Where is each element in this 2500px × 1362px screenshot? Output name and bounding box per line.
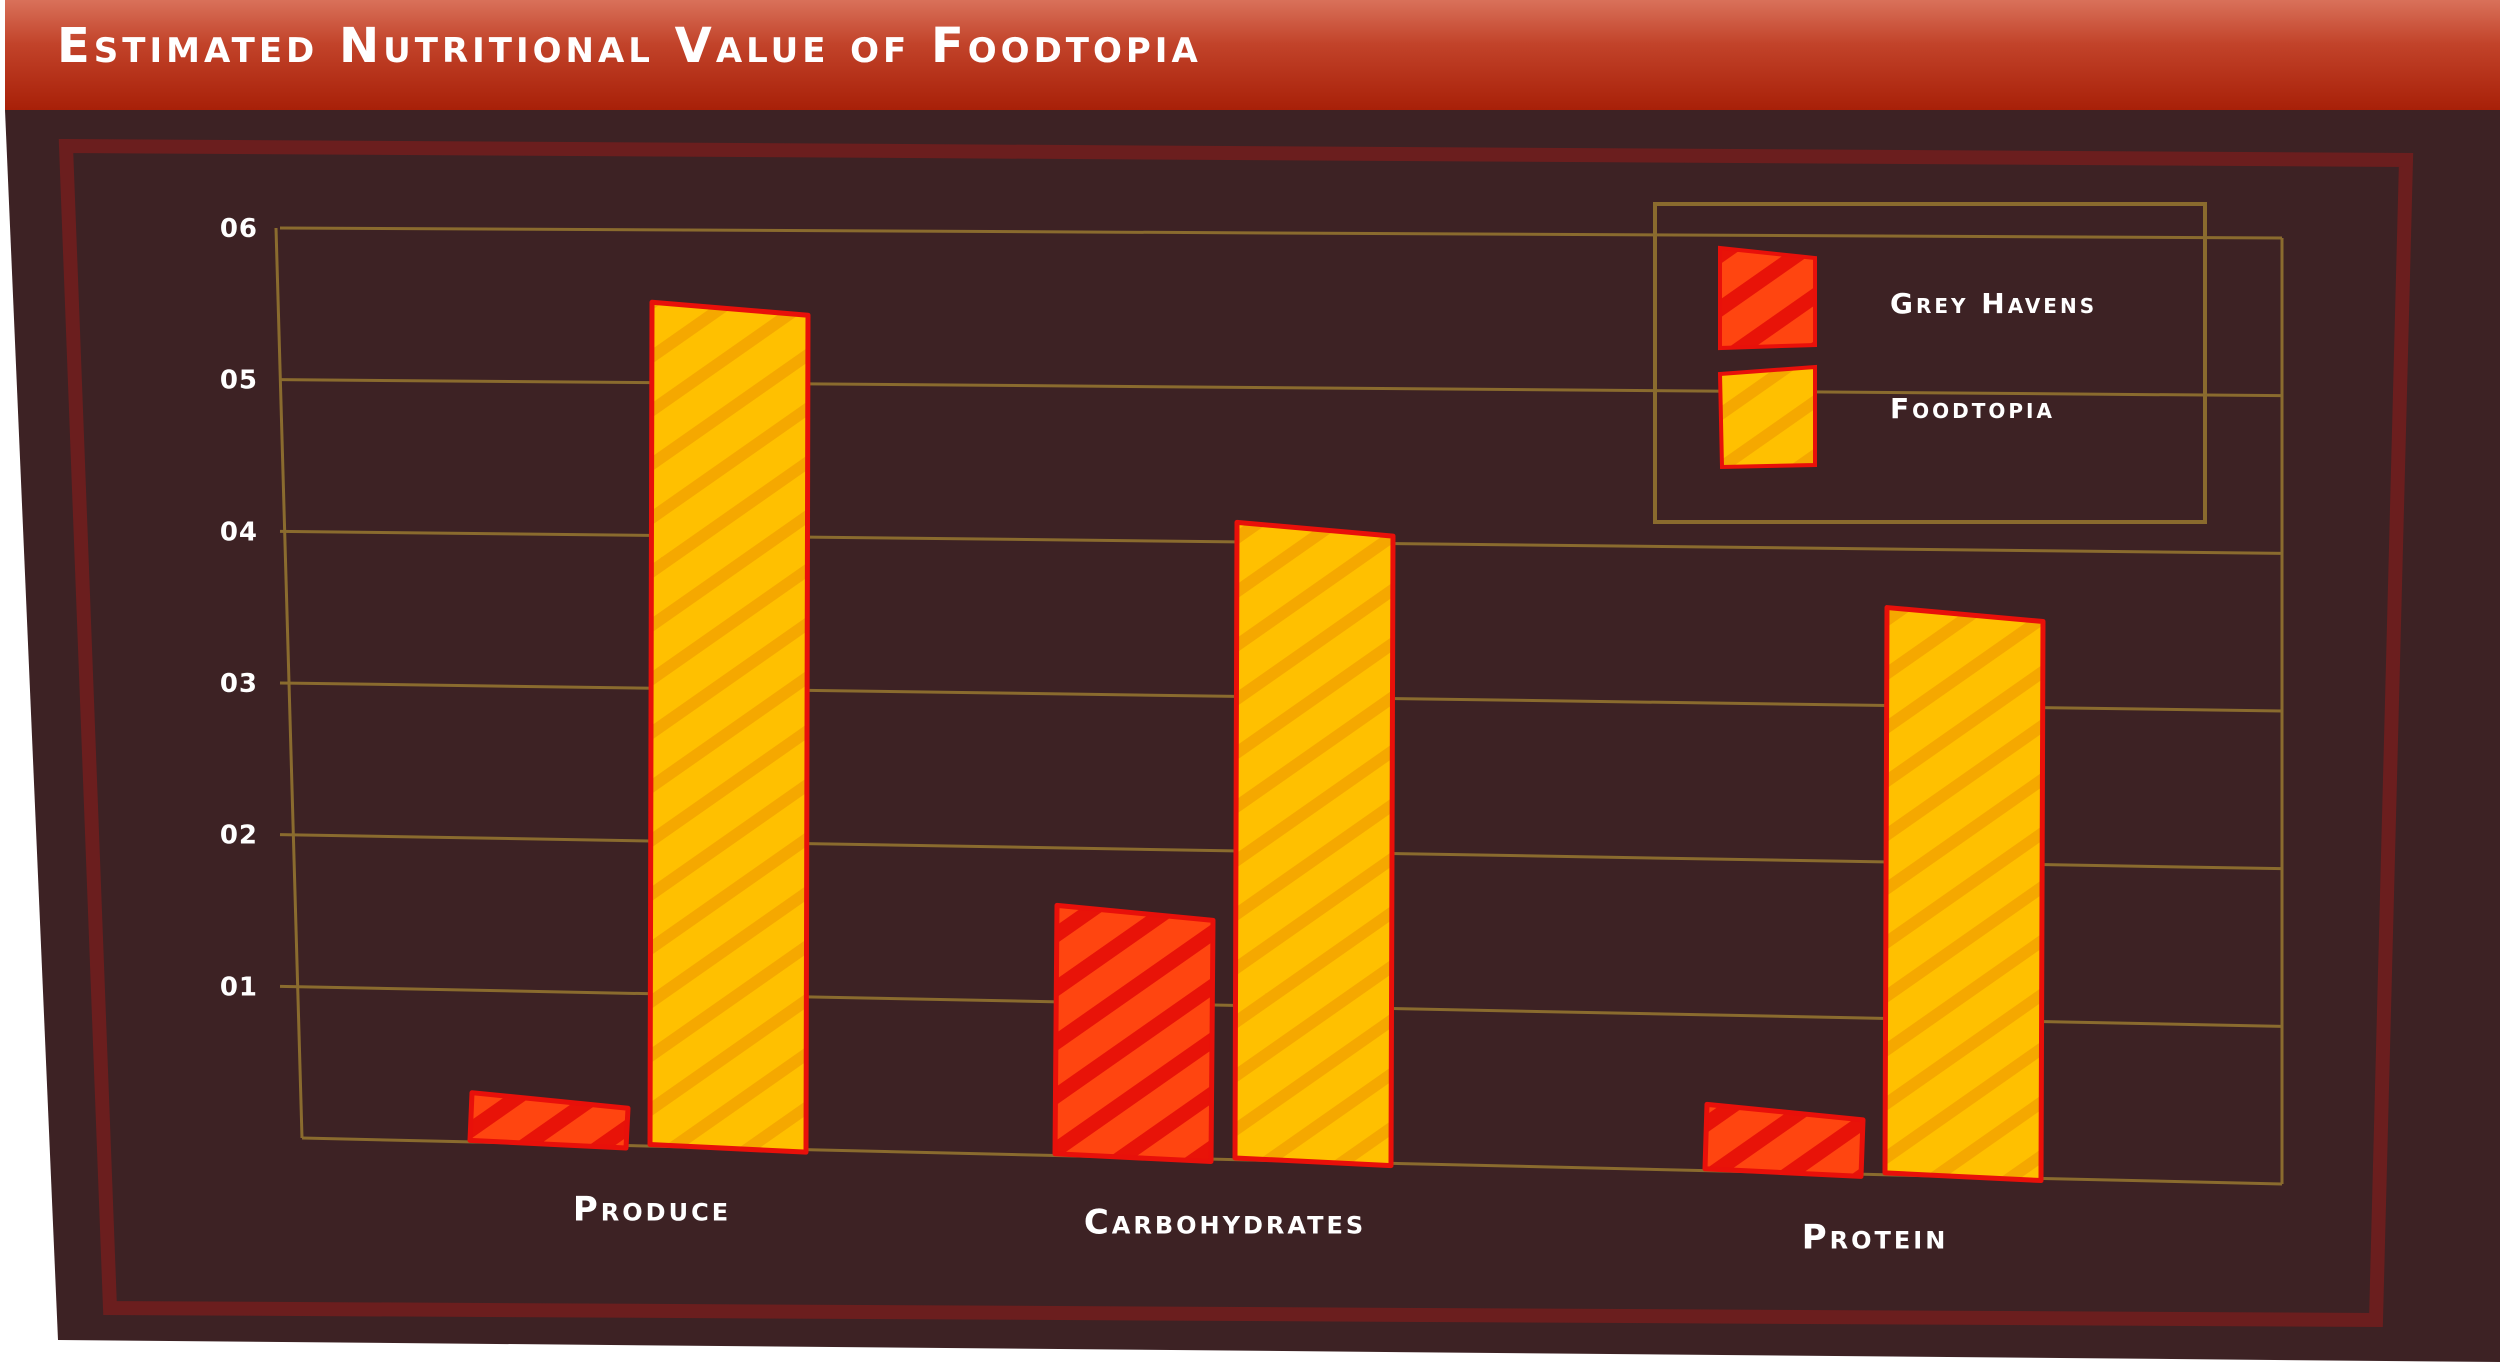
y-tick-label: 02 [220,821,258,851]
chart-frame [58,138,2414,1328]
y-tick-label: 03 [220,669,258,699]
chart-title: Estimated Nutritional Value of Foodtopia [57,18,1202,74]
y-axis-line [274,227,304,1139]
y-tick-label: 06 [220,214,258,244]
title-bar: Estimated Nutritional Value of Foodtopia [5,0,2500,110]
legend-swatch-grey-havens [1718,245,1817,351]
legend-box [1653,202,2207,524]
x-category-label: Carbohydrates [1084,1203,1366,1243]
y-tick-label: 05 [220,366,258,396]
legend-swatch-foodtopia [1717,364,1817,470]
bar-foodtopia [1232,519,1396,1169]
x-category-label: Protein [1802,1218,1949,1258]
bar-foodtopia [1882,605,2046,1184]
bar-grey-havens [1052,902,1216,1164]
bar-grey-havens [467,1090,631,1151]
legend-label-grey-havens: Grey Havens [1890,287,2097,320]
legend-label-foodtopia: Foodtopia [1890,392,2055,425]
legend: Grey Havens Foodtopia [1653,202,2207,524]
bars [467,299,2046,1184]
y-tick-label: 04 [220,517,258,547]
gridline [279,226,2283,240]
gridline [279,378,2283,398]
y-tick-label: 01 [220,972,258,1002]
x-category-label: Produce [573,1189,731,1229]
x-axis-labels: Produce Carbohydrates Protein [573,1189,1949,1258]
bar-foodtopia [647,299,811,1155]
bar-grey-havens [1702,1101,1866,1179]
